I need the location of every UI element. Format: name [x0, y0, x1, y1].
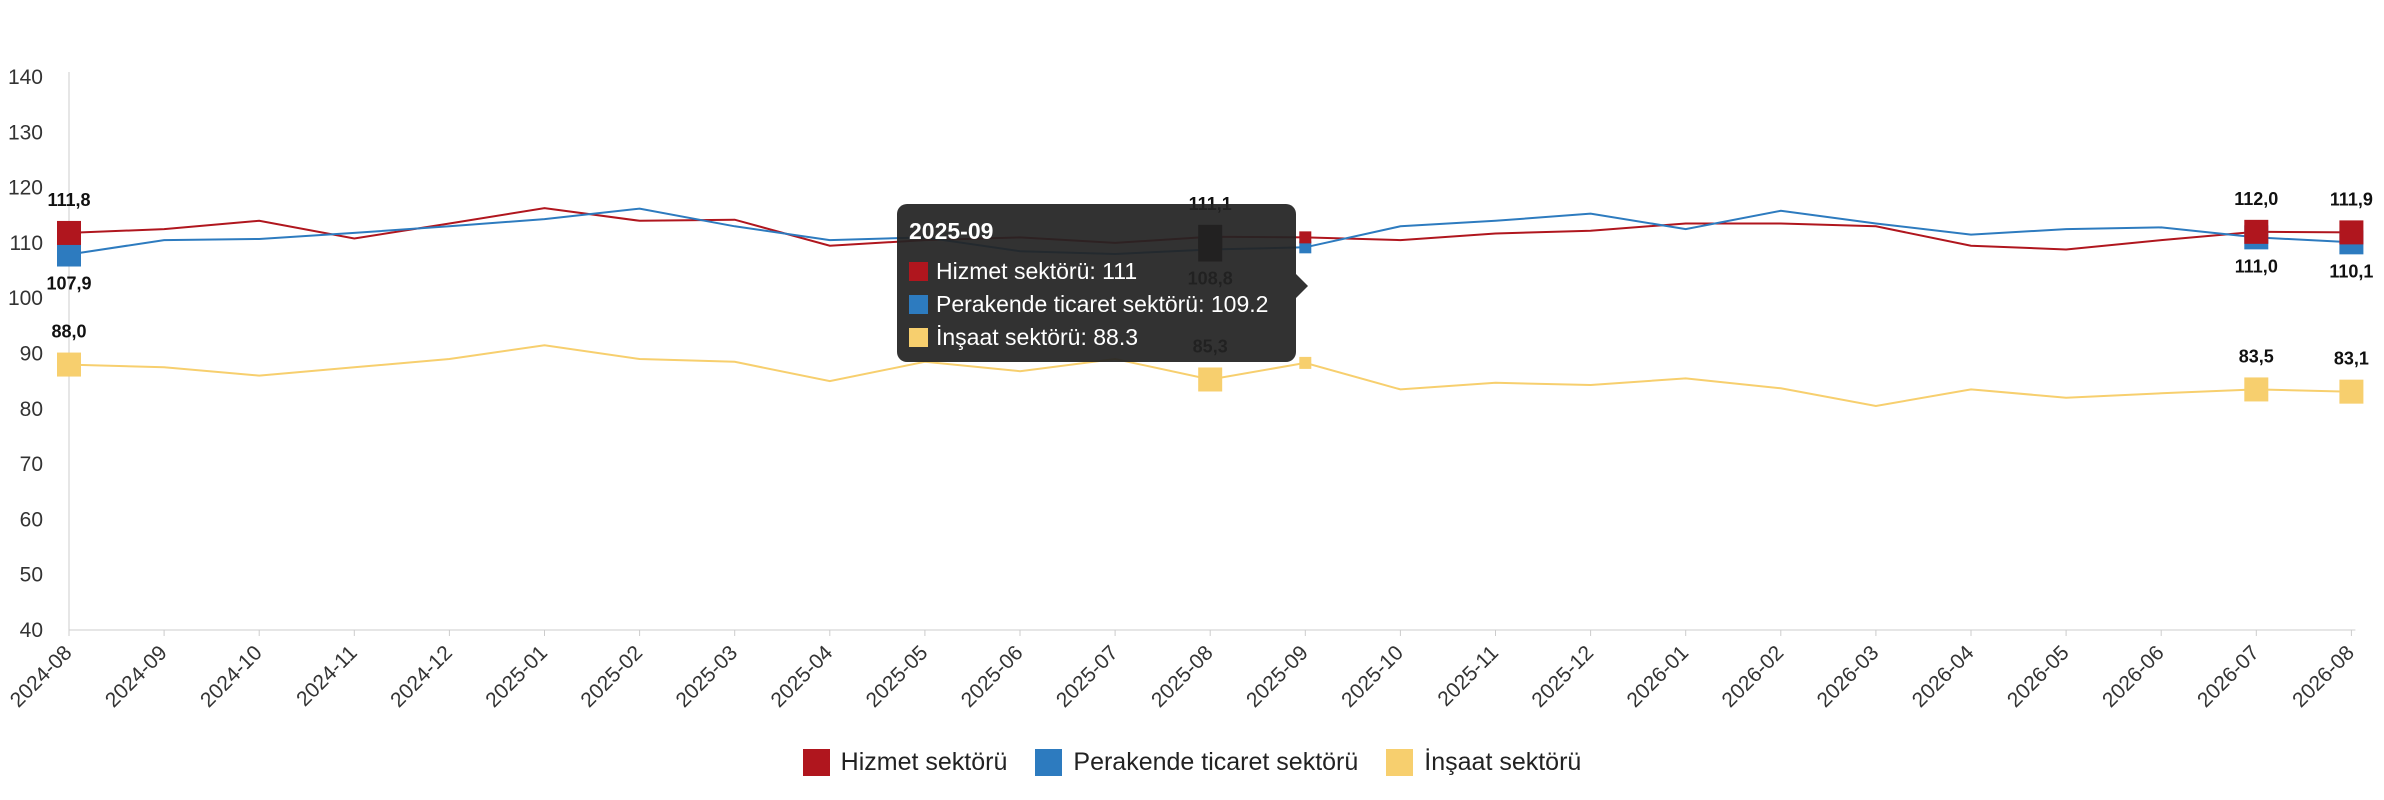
line-chart: 40 50 60 70 80 90 100 110 120 130 140 2024-08 2024-0… — [6, 66, 2374, 712]
data-marker — [57, 352, 81, 377]
tooltip-row-perakende: Perakende ticaret sektörü: 109.2 — [909, 288, 1284, 321]
y-tick-label: 80 — [20, 398, 43, 421]
x-tick-label: 2025-09 — [1242, 641, 1313, 712]
data-marker — [1198, 367, 1223, 392]
legend-swatch-hizmet — [802, 749, 830, 776]
x-tick-label: 2025-07 — [1052, 641, 1123, 712]
x-tick-label: 2025-10 — [1337, 641, 1408, 712]
tooltip-swatch-perakende — [909, 295, 928, 314]
legend-swatch-perakende — [1035, 749, 1063, 776]
x-tick-label: 2026-06 — [2098, 641, 2169, 712]
data-label: 111,8 — [47, 190, 90, 210]
x-tick-label: 2025-02 — [576, 641, 647, 712]
legend-swatch-insaat — [1386, 749, 1414, 776]
data-marker — [2244, 377, 2269, 402]
legend-item-hizmet[interactable]: Hizmet sektörü — [802, 748, 1008, 777]
data-label: 88,0 — [51, 322, 86, 342]
x-tick-label: 2024-11 — [292, 641, 362, 711]
y-tick-label: 130 — [8, 121, 43, 144]
data-marker — [2339, 379, 2364, 404]
x-tick-label: 2026-03 — [1813, 641, 1884, 712]
x-tick-label: 2025-08 — [1147, 641, 1218, 712]
x-tick-label: 2025-05 — [862, 641, 933, 712]
legend-label-insaat: İnşaat sektörü — [1424, 748, 1582, 776]
legend-label-hizmet: Hizmet sektörü — [840, 748, 1008, 776]
x-tick-label: 2025-01 — [481, 641, 552, 712]
data-label: 83,5 — [2239, 346, 2274, 366]
tooltip-swatch-hizmet — [909, 262, 928, 281]
y-tick-label: 70 — [20, 453, 43, 476]
y-tick-label: 140 — [8, 66, 43, 89]
x-tick-label: 2025-04 — [767, 641, 838, 712]
y-tick-label: 100 — [8, 287, 43, 310]
x-tick-label: 2026-04 — [1908, 641, 1979, 712]
x-tick-label: 2024-10 — [196, 641, 267, 712]
legend-label-perakende: Perakende ticaret sektörü — [1073, 748, 1359, 776]
data-label: 112,0 — [2234, 189, 2278, 209]
legend-item-insaat[interactable]: İnşaat sektörü — [1386, 748, 1581, 777]
x-tick-label: 2026-01 — [1622, 641, 1693, 712]
x-tick-label: 2025-03 — [671, 641, 742, 712]
x-tick-label: 2024-09 — [101, 641, 172, 712]
data-label: 111,9 — [2330, 189, 2373, 209]
y-tick-label: 60 — [20, 508, 43, 531]
hover-marker — [1299, 231, 1312, 244]
x-tick-label: 2025-11 — [1433, 641, 1503, 711]
y-tick-label: 90 — [20, 343, 43, 366]
data-label: 83,1 — [2334, 349, 2369, 369]
hover-tooltip: 2025-09 Hizmet sektörü: 111 Perakende ti… — [897, 204, 1308, 362]
tooltip-swatch-insaat — [909, 328, 928, 347]
x-tick-label: 2025-12 — [1527, 641, 1598, 712]
x-tick-label: 2025-06 — [957, 641, 1028, 712]
tooltip-row-insaat: İnşaat sektörü: 88.3 — [909, 321, 1284, 354]
tooltip-row-hizmet: Hizmet sektörü: 111 — [909, 255, 1284, 288]
x-tick-label: 2026-08 — [2288, 641, 2359, 712]
hover-marker — [1299, 356, 1312, 369]
hover-marker — [1299, 241, 1312, 254]
y-tick-label: 120 — [8, 177, 43, 200]
data-label: 111,0 — [2235, 256, 2278, 276]
data-label: 107,9 — [46, 274, 91, 294]
tooltip-text-insaat: İnşaat sektörü: 88.3 — [936, 324, 1139, 350]
chart-legend: Hizmet sektörü Perakende ticaret sektörü… — [0, 748, 2384, 777]
x-tick-label: 2024-12 — [386, 641, 457, 712]
x-tick-label: 2024-08 — [6, 641, 77, 712]
data-marker — [2244, 219, 2269, 244]
data-marker — [57, 242, 81, 267]
data-marker — [57, 220, 81, 245]
y-tick-label: 50 — [20, 564, 43, 587]
data-marker — [2339, 220, 2364, 245]
y-tick-label: 110 — [10, 232, 43, 255]
tooltip-text-hizmet: Hizmet sektörü: 111 — [936, 258, 1138, 284]
legend-item-perakende[interactable]: Perakende ticaret sektörü — [1035, 748, 1358, 777]
tooltip-title: 2025-09 — [909, 218, 994, 244]
tooltip-text-perakende: Perakende ticaret sektörü: 109.2 — [936, 291, 1269, 317]
y-tick-label: 40 — [20, 619, 43, 642]
x-tick-label: 2026-05 — [2003, 641, 2074, 712]
data-label: 110,1 — [2329, 261, 2373, 281]
x-tick-label: 2026-02 — [1718, 641, 1789, 712]
x-tick-label: 2026-07 — [2193, 641, 2264, 712]
